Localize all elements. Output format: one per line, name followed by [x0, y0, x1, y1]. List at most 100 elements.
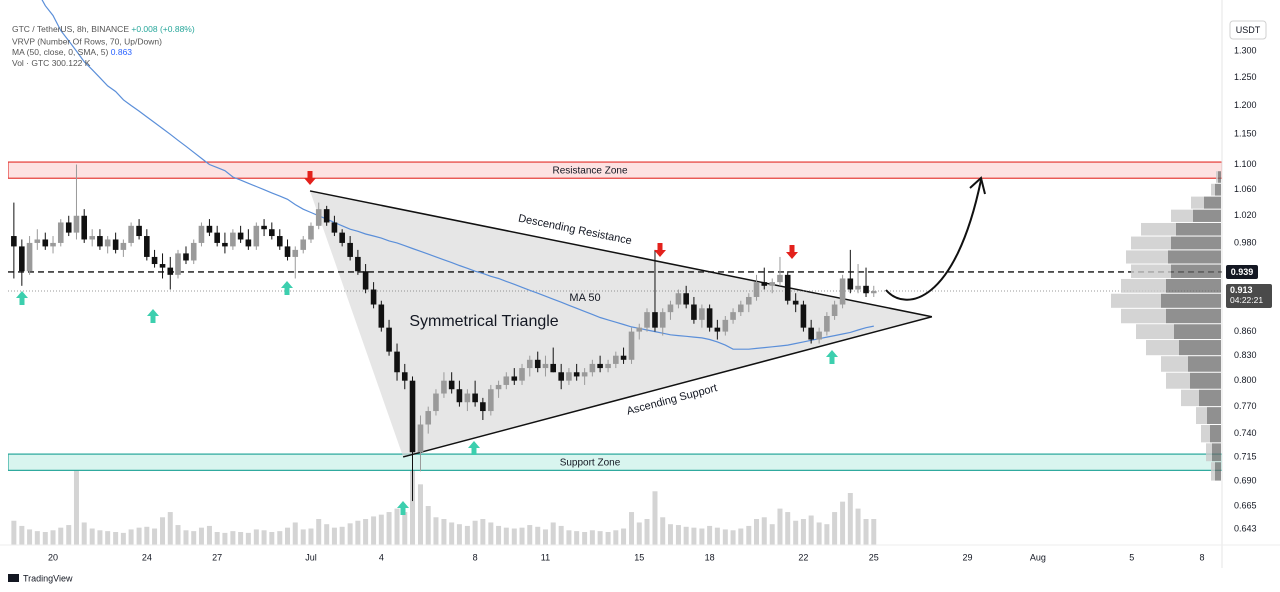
volume-bar: [582, 532, 588, 545]
x-tick-label: 24: [142, 552, 152, 562]
volume-bar: [308, 528, 314, 545]
support-zone-label: Support Zone: [560, 457, 621, 468]
volume-bar: [535, 526, 541, 545]
candle-body: [738, 304, 744, 313]
vrvp-down: [1188, 356, 1221, 372]
volume-bar: [605, 532, 611, 545]
ma-line: [41, 0, 874, 350]
candle-body: [206, 225, 213, 233]
y-tick-label: 0.715: [1234, 451, 1257, 461]
candle-body: [691, 304, 697, 320]
candle-body: [441, 380, 447, 394]
candle-body: [628, 331, 635, 360]
candle-body: [745, 296, 752, 305]
volume-bar: [81, 522, 87, 545]
candle-body: [315, 209, 322, 226]
volume-bar: [191, 531, 197, 545]
candle-body: [816, 331, 822, 340]
y-tick-label: 0.665: [1234, 501, 1257, 511]
x-tick-label: 27: [212, 552, 222, 562]
candle-body: [65, 222, 72, 233]
volume-bar: [285, 527, 291, 545]
vrvp-up: [1166, 372, 1190, 389]
volume-bar: [652, 491, 658, 545]
y-tick-label: 0.690: [1234, 475, 1257, 485]
volume-bar: [433, 517, 439, 545]
volume-bar: [441, 519, 447, 545]
vrvp-down: [1166, 308, 1221, 324]
change: +0.008 (+0.88%): [131, 24, 194, 34]
volume-bar: [50, 530, 56, 545]
candle-body: [769, 282, 776, 286]
volume-bar: [58, 527, 64, 545]
candle-body: [620, 355, 627, 360]
volume-bar: [511, 528, 517, 545]
x-tick-label: 18: [705, 552, 715, 562]
volume-bar: [589, 530, 595, 545]
volume-bar: [683, 526, 689, 545]
vrvp-up: [1161, 356, 1188, 372]
y-tick-label: 1.060: [1234, 184, 1257, 194]
candle-body: [433, 393, 439, 412]
volume-bar: [167, 512, 173, 545]
vrvp-up: [1191, 196, 1204, 209]
volume-bar: [449, 522, 455, 545]
vrvp-up: [1126, 250, 1168, 264]
volume-bar: [597, 531, 603, 545]
candle-body: [355, 256, 361, 272]
candle-body: [253, 225, 260, 247]
candle-body: [472, 393, 478, 403]
candle-body: [401, 372, 408, 381]
ascending-support: [402, 316, 933, 458]
volume-bar: [558, 525, 564, 545]
volume-bar: [300, 529, 306, 545]
volume-bar: [425, 506, 431, 545]
candle-body: [190, 242, 197, 261]
candle-body: [269, 229, 275, 237]
candle-body: [136, 225, 142, 237]
y-tick-label: 1.020: [1234, 210, 1257, 220]
x-tick-label: Aug: [1030, 552, 1046, 562]
volume-bar: [730, 530, 736, 545]
volume-bar: [847, 493, 853, 545]
candle-body: [581, 372, 588, 377]
volume-bar: [519, 527, 525, 545]
candle-body: [34, 239, 41, 243]
volume-bar: [488, 522, 494, 545]
volume-bar: [113, 532, 119, 545]
volume-bar: [808, 515, 814, 545]
volume-bar: [277, 531, 283, 545]
volume-bar: [464, 525, 470, 545]
currency[interactable]: USDT: [1236, 25, 1261, 35]
vrvp-up: [1121, 308, 1166, 324]
resistance-zone-label: Resistance Zone: [552, 165, 627, 176]
vrvp-up: [1121, 278, 1166, 293]
volume-bar: [222, 532, 228, 545]
vrvp-down: [1168, 250, 1221, 264]
volume-bar: [613, 530, 619, 545]
volume-bar: [832, 512, 838, 545]
vrvp-up: [1181, 389, 1199, 407]
volume-bar: [629, 512, 635, 545]
volume-bar: [527, 525, 533, 545]
green-arrow: [826, 350, 838, 364]
volume-bar: [840, 501, 846, 545]
volume-bar: [206, 525, 212, 545]
candle-body: [792, 300, 799, 305]
candle-body: [167, 267, 174, 275]
candle-body: [42, 239, 49, 247]
candle-body: [26, 242, 33, 272]
volume-bar: [707, 525, 713, 545]
candle-body: [730, 312, 736, 320]
volume-bar: [34, 531, 40, 545]
red-arrow: [654, 243, 666, 257]
volume-bar: [738, 528, 744, 545]
volume-bar: [777, 508, 783, 545]
currency-box[interactable]: [1229, 20, 1267, 40]
y-tick-label: 1.100: [1234, 159, 1257, 169]
volume-bar: [667, 524, 673, 545]
green-arrow: [468, 441, 480, 455]
y-tick-label: 1.200: [1234, 100, 1257, 110]
volume-bar: [27, 529, 33, 545]
